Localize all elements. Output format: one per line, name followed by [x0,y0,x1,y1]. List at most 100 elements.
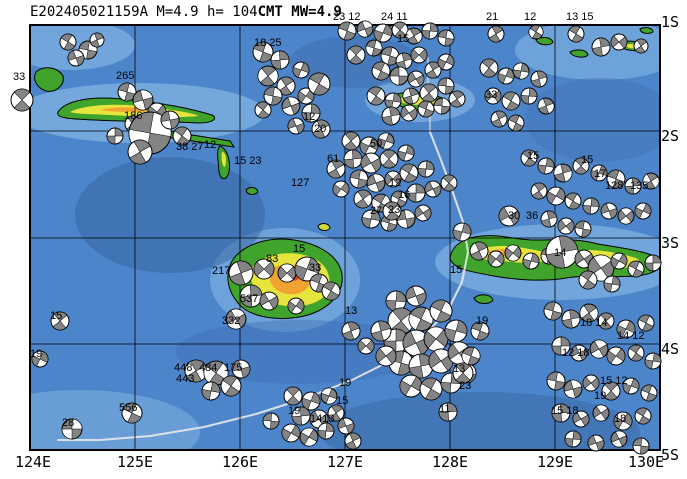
focal-mechanism-beachball [634,407,652,425]
depth-label: 12 18 [562,347,590,359]
focal-mechanism-beachball [332,180,350,198]
focal-mechanism-beachball [385,290,407,312]
x-axis-label: 125E [117,453,153,471]
focal-mechanism-beachball [642,172,660,190]
focal-mechanism-beachball [610,252,628,270]
island [569,49,589,58]
island [245,187,259,195]
focal-mechanism-beachball [423,326,449,352]
depth-label: 19 [594,390,606,402]
focal-mechanism-beachball [292,61,310,79]
focal-mechanism-beachball [121,402,143,424]
y-axis-label: 1S [661,13,679,31]
focal-mechanism-beachball [487,25,505,43]
focal-mechanism-beachball [396,209,416,229]
focal-mechanism-beachball [253,258,275,280]
focal-mechanism-beachball [574,220,592,238]
depth-label: 23 [388,204,400,216]
focal-mechanism-beachball [417,100,435,118]
focal-mechanism-beachball [287,297,305,315]
focal-mechanism-beachball [632,437,650,455]
focal-mechanism-beachball [567,25,585,43]
focal-mechanism-beachball [61,418,83,440]
focal-mechanism-beachball [281,96,301,116]
island [317,223,331,231]
focal-mechanism-beachball [299,427,319,447]
focal-mechanism-beachball [582,374,600,392]
focal-mechanism-beachball [600,202,618,220]
focal-mechanism-beachball [570,344,588,362]
depth-label: 265 [116,70,134,82]
focal-mechanism-beachball [497,67,515,85]
y-axis-label: 3S [661,234,679,252]
depth-label: 19 [476,315,488,327]
focal-mechanism-beachball [317,422,335,440]
focal-mechanism-beachball [326,159,346,179]
focal-mechanism-beachball [433,97,451,115]
focal-mechanism-beachball [400,104,418,122]
focal-mechanism-beachball [370,320,392,342]
focal-mechanism-beachball [405,285,427,307]
focal-mechanism-beachball [522,252,540,270]
depth-label: 443 [176,373,194,385]
focal-mechanism-beachball [546,186,566,206]
island [535,37,554,46]
focal-mechanism-beachball [591,37,611,57]
bathymetry-shade [525,78,660,162]
focal-mechanism-beachball [399,374,423,398]
depth-label: 15 [581,154,593,166]
focal-mechanism-beachball [366,86,386,106]
bathymetry-shade [320,392,640,450]
focal-mechanism-beachball [452,362,474,384]
focal-mechanism-beachball [382,201,402,221]
depth-label: 15 [397,33,409,45]
depth-label: 186 [124,110,142,122]
focal-mechanism-beachball [10,88,34,112]
depth-label: 1413 [310,413,334,425]
focal-mechanism-beachball [270,50,290,70]
focal-mechanism-beachball [440,174,458,192]
focal-mechanism-beachball [429,299,453,323]
focal-mechanism-beachball [377,132,395,150]
depth-label: 23 12 [333,11,361,23]
depth-label: 28 [62,417,74,429]
focal-mechanism-beachball [624,177,642,195]
focal-mechanism-beachball [132,89,154,111]
focal-mechanism-beachball [610,430,628,448]
depth-label: 19 [339,377,351,389]
focal-mechanism-beachball [633,38,649,54]
focal-mechanism-beachball [410,46,428,64]
focal-mechanism-beachball [421,22,439,40]
island [639,27,654,34]
focal-mechanism-beachball [530,182,548,200]
depth-label: 50 [370,138,382,150]
title-row: E202405021159A M=4.9 h= 104CMT MW=4.9 [30,4,342,20]
focal-mechanism-beachball [291,406,311,426]
focal-mechanism-beachball [640,384,658,402]
depth-label: 33 [485,89,497,101]
focal-mechanism-beachball [437,29,455,47]
focal-mechanism-beachball [419,83,439,103]
depth-label: 19 [288,405,300,417]
focal-mechanism-beachball [557,217,575,235]
focal-mechanism-beachball [487,250,505,268]
focal-mechanism-beachball [419,377,443,401]
depth-label: 175 [224,362,242,374]
focal-mechanism-beachball [50,311,70,331]
focal-mechanism-beachball [546,371,566,391]
focal-mechanism-beachball [551,336,571,356]
focal-mechanism-beachball [543,301,563,321]
focal-mechanism-beachball [405,27,423,45]
focal-mechanism-beachball [263,86,283,106]
focal-mechanism-beachball [359,136,379,156]
focal-mechanism-beachball [617,207,635,225]
focal-mechanism-beachball [479,58,499,78]
focal-mechanism-beachball [337,21,357,41]
focal-mechanism-beachball [406,183,426,203]
focal-mechanism-beachball [507,114,525,132]
focal-mechanism-beachball [257,65,279,87]
focal-mechanism-beachball [627,344,645,362]
focal-mechanism-beachball [530,70,548,88]
y-axis-label: 5S [661,446,679,464]
